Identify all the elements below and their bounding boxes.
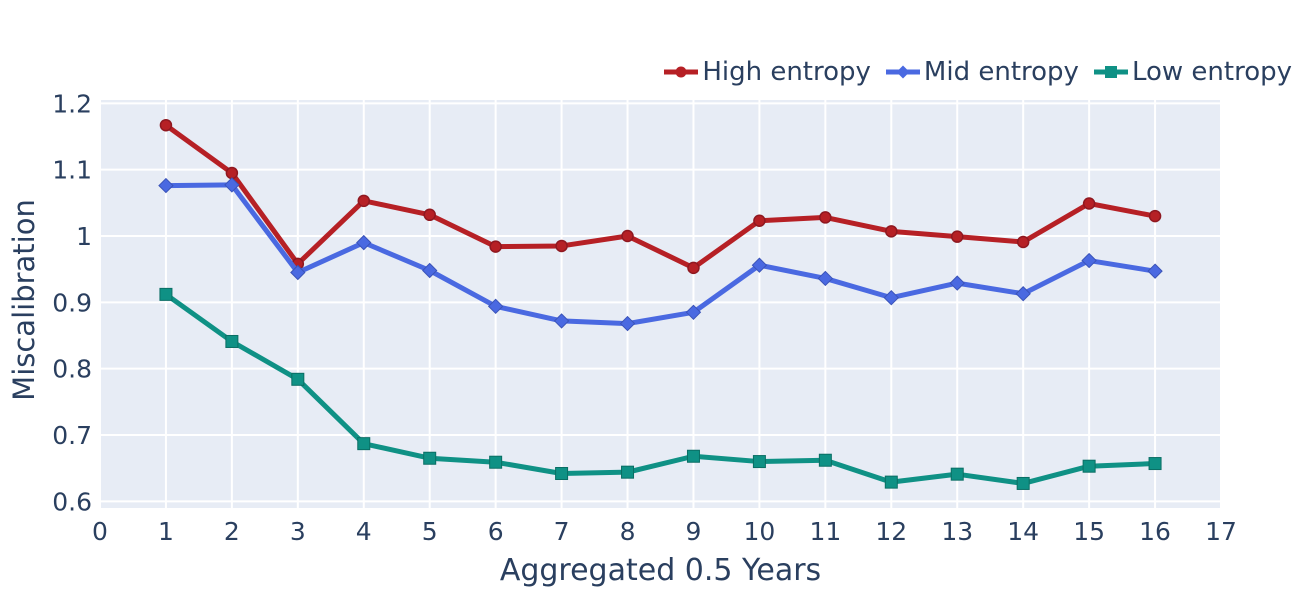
data-point-low-entropy [621,465,635,479]
x-tick-label: 0 [92,517,108,546]
legend-item-low-entropy[interactable]: Low entropy [1093,57,1292,87]
data-point-mid-entropy [553,313,570,329]
data-point-mid-entropy [224,177,240,193]
data-point-mid-entropy [1015,286,1031,302]
data-point-low-entropy [686,449,700,463]
legend-label-low-entropy: Low entropy [1131,57,1292,87]
x-axis-title: Aggregated 0.5 Years [500,553,821,588]
data-point-low-entropy [555,467,569,481]
legend-item-mid-entropy[interactable]: Mid entropy [885,57,1079,87]
y-axis-title: Miscalibration [7,199,41,401]
data-point-mid-entropy [883,289,900,306]
data-point-mid-entropy [949,275,965,291]
plot-area [100,100,1221,508]
series-line-mid-entropy [163,182,1158,327]
x-tick-label: 4 [356,517,372,546]
data-point-low-entropy [752,455,766,469]
data-point-low-entropy [1016,476,1030,490]
x-tick-label: 16 [1139,517,1171,546]
x-tick-label: 14 [1007,517,1039,546]
data-point-high-entropy [950,230,964,243]
y-tick-label: 1.1 [52,156,92,185]
x-tick-label: 12 [875,517,907,546]
y-tick-label: 1.2 [52,89,92,118]
data-point-high-entropy [621,229,634,243]
data-point-low-entropy [884,475,898,489]
data-point-low-entropy [423,451,437,465]
data-point-mid-entropy [421,262,438,279]
data-point-low-entropy [950,467,964,481]
data-point-mid-entropy [751,257,768,273]
x-tick-label: 8 [620,517,636,546]
y-tick-label: 0.6 [52,487,92,516]
data-point-low-entropy [818,453,832,467]
data-point-low-entropy [225,334,239,348]
x-tick-label: 7 [554,517,570,546]
data-point-mid-entropy [290,264,306,281]
legend-circle-icon [664,66,699,78]
data-point-high-entropy [225,166,239,180]
data-point-mid-entropy [1081,252,1097,269]
data-point-low-entropy [1148,457,1162,471]
y-tick-label: 0.9 [52,288,92,317]
data-point-high-entropy [885,225,898,238]
legend-square-icon [1093,66,1128,78]
x-tick-label: 17 [1205,517,1237,546]
series-line-low-entropy [163,291,1158,486]
data-point-mid-entropy [158,177,174,194]
x-tick-label: 5 [422,517,438,546]
data-point-mid-entropy [817,270,834,287]
data-point-high-entropy [489,240,502,253]
data-point-mid-entropy [487,298,504,315]
x-tick-label: 1 [158,517,174,546]
x-tick-label: 2 [224,517,240,546]
y-tick-label: 0.7 [52,421,92,450]
x-tick-label: 9 [686,517,702,546]
legend-label-high-entropy: High entropy [702,57,871,87]
data-point-low-entropy [357,437,371,451]
data-point-high-entropy [357,194,371,208]
data-point-high-entropy [1082,197,1096,210]
data-point-low-entropy [1082,459,1096,473]
x-tick-label: 6 [488,517,504,546]
legend-item-high-entropy[interactable]: High entropy [663,57,871,87]
data-point-mid-entropy [356,234,372,251]
data-point-mid-entropy [619,315,636,332]
legend-label-mid-entropy: Mid entropy [923,57,1079,87]
data-point-high-entropy [753,214,766,227]
data-point-high-entropy [555,239,568,253]
y-tick-label: 1 [76,222,92,251]
x-tick-label: 15 [1073,517,1105,546]
data-point-low-entropy [489,455,503,469]
data-point-high-entropy [819,211,832,224]
data-point-high-entropy [1148,209,1162,223]
data-point-high-entropy [423,208,436,222]
series-line-high-entropy [163,122,1158,271]
legend: High entropy Mid entropy Low entropy [0,52,1292,92]
data-point-low-entropy [159,287,173,301]
x-tick-label: 13 [941,517,973,546]
y-tick-label: 0.8 [52,355,92,384]
x-tick-label: 10 [744,517,776,546]
legend-diamond-icon [885,65,920,79]
data-point-high-entropy [1016,235,1030,249]
data-point-low-entropy [291,372,305,386]
data-point-mid-entropy [685,304,702,321]
x-tick-label: 11 [809,517,841,546]
data-point-high-entropy [687,261,700,275]
data-point-mid-entropy [1147,263,1163,279]
data-point-high-entropy [159,118,173,132]
x-tick-label: 3 [290,517,306,546]
